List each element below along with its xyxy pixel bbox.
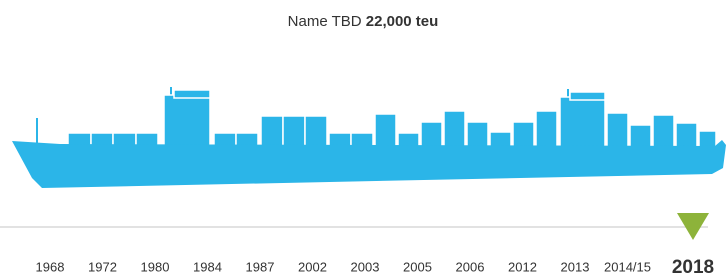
timeline-labels: 1968 1972 1980 1984 1987 2002 2003 2005 2006 2012… — [36, 259, 651, 274]
container-stack — [560, 97, 605, 152]
page: {"header": {"name": "Name TBD", "capacit… — [0, 0, 726, 278]
year-label: 2002 — [298, 259, 327, 274]
year-label: 2014/15 — [604, 259, 651, 274]
year-label: 1984 — [193, 259, 222, 274]
bridge-top — [174, 90, 210, 98]
year-label: 1972 — [88, 259, 117, 274]
ship-capacity: 22,000 teu — [366, 13, 439, 30]
ship-name: Name TBD — [288, 13, 362, 30]
hull — [12, 140, 726, 188]
year-label: 2006 — [456, 259, 485, 274]
current-year: 2018 — [672, 257, 714, 278]
year-label: 2005 — [403, 259, 432, 274]
mast — [36, 118, 38, 144]
year-label: 1980 — [141, 259, 170, 274]
container-stack — [164, 95, 210, 152]
year-label: 2012 — [508, 259, 537, 274]
year-label: 2013 — [561, 259, 590, 274]
year-label: 1968 — [36, 259, 65, 274]
infographic: Name TBD 22,000 teu 1968 1972 1980 1984 1987… — [0, 0, 726, 278]
bridge-top — [570, 92, 605, 100]
year-label: 2003 — [351, 259, 380, 274]
year-label: 1987 — [246, 259, 275, 274]
ship — [12, 87, 726, 188]
title: Name TBD 22,000 teu — [288, 13, 439, 30]
containers — [68, 90, 716, 152]
